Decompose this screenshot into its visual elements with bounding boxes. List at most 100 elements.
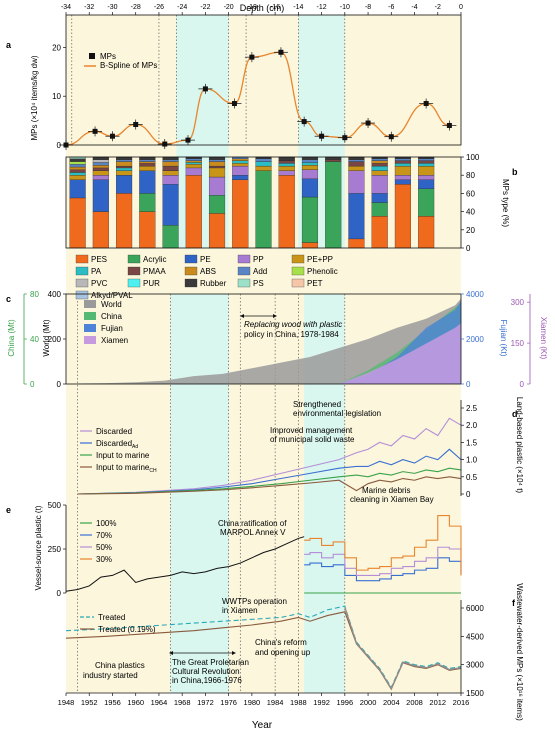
mps-point-3 [133, 122, 139, 128]
bar-6-add [208, 159, 226, 162]
year-tick-label-1980: 1980 [244, 698, 261, 707]
bar-11-rubber [325, 156, 342, 160]
bar-2-pe-pp [116, 170, 133, 176]
bar-1-pp [92, 175, 109, 180]
legend-70-label: 70% [96, 531, 112, 540]
bar-5-abs [185, 160, 202, 163]
legend-label-pur: PUR [143, 279, 160, 288]
year-tick-label-2016: 2016 [453, 698, 470, 707]
panel-a [59, 47, 457, 150]
axis-label-c-y4: Xiamen (Kt) [539, 317, 548, 360]
bar-13-pmaa [371, 163, 388, 167]
legend-swatch-ps [237, 278, 251, 288]
bar-4-pe-pp [162, 170, 179, 176]
mps-point-10 [301, 119, 307, 125]
annotation-marpol-line1: China ratification of [218, 519, 287, 528]
legend-china-swatch [84, 312, 96, 320]
legend-50-label: 50% [96, 543, 112, 552]
legend-100-label: 100% [96, 519, 116, 528]
bar-12-pe [348, 193, 365, 240]
panel-label-c: c [6, 294, 11, 304]
c-world-tick-label-400: 400 [48, 290, 62, 299]
panel-label-b: b [512, 167, 518, 177]
legend-swatch-pur [127, 278, 141, 288]
annotation-debris-line2: cleaning in Xiamen Bay [350, 495, 434, 504]
bar-4-pp [162, 175, 179, 185]
line-vessel-30pct [304, 515, 462, 576]
a-ytick-label-10: 10 [52, 92, 61, 101]
area-world [77, 298, 461, 384]
bar-0-pes [69, 197, 86, 249]
bar-0-pe [69, 179, 86, 199]
panel-label-d: d [512, 409, 518, 419]
bar-1-pmaa [92, 167, 109, 171]
mps-point-16 [446, 122, 452, 128]
bar-15-pmaa [418, 160, 435, 164]
year-tick-label-1996: 1996 [336, 698, 353, 707]
bar-7-pe [232, 175, 249, 180]
mps-point-5 [185, 137, 191, 143]
bar-14-add [394, 158, 411, 161]
bar-12-pp [348, 170, 365, 194]
annotation-wwtp-line2: in Xiamen [222, 606, 258, 615]
bar-0-rubber [69, 158, 86, 162]
year-tick-label-1968: 1968 [174, 698, 191, 707]
year-axis-title: Year [252, 720, 273, 731]
depth-tick-label--16: -16 [270, 4, 280, 11]
panel-label-a: a [6, 40, 12, 50]
depth-tick-label--30: -30 [107, 4, 117, 11]
bar-9-pp [278, 170, 295, 176]
legend-swatch-pmaa [127, 266, 141, 276]
legend-swatch-pe-pp [291, 254, 305, 264]
annotation-gpcr-line2: Cultural Revolution [172, 667, 240, 676]
mps-point-6 [202, 86, 208, 92]
bar-7-pes [232, 179, 249, 249]
legend-xiamen-swatch [84, 336, 96, 344]
bar-14-pes [394, 184, 411, 249]
bar-6-pe-pp [208, 167, 226, 178]
c-world-tick-label-200: 200 [48, 335, 62, 344]
bar-0-pe-pp [69, 175, 86, 180]
f-ytick-label-1500: 1500 [466, 689, 484, 698]
legend-input-ch-label: Input to marineCH [96, 463, 157, 474]
bar-4-pe [162, 184, 179, 226]
depth-tick-label--14: -14 [293, 4, 303, 11]
legend-label-ps: PS [253, 279, 264, 288]
depth-tick-label--34: -34 [61, 4, 71, 11]
axis-label-f-y: Wastewater-derived MPs (×10¹⁶ items) [515, 583, 524, 721]
depth-tick-label--8: -8 [365, 4, 371, 11]
mps-point-11 [319, 133, 325, 139]
bar-13-add [371, 158, 388, 161]
legend-label-pa: PA [91, 267, 102, 276]
bar-7-pp [232, 165, 249, 176]
year-tick-label-1960: 1960 [127, 698, 144, 707]
legend-spline-label: B-Spline of MPs [100, 61, 157, 70]
bar-13-pp [371, 175, 388, 194]
bar-1-pe [92, 179, 109, 212]
bar-3-acrylic [139, 193, 156, 212]
panel-d [77, 417, 462, 495]
bar-12-add [348, 159, 365, 162]
bar-3-abs [139, 161, 156, 164]
bar-1-abs [92, 165, 109, 169]
legend-swatch-alkyd-pval [75, 290, 89, 300]
bar-6-acrylic [208, 195, 226, 214]
bar-4-rubber [162, 156, 179, 160]
year-tick-label-1992: 1992 [313, 698, 330, 707]
f-ytick-label-6000: 6000 [466, 604, 484, 613]
bar-6-pes [208, 213, 226, 249]
line-vessel-70pct [304, 557, 462, 582]
legend-label-add: Add [253, 267, 267, 276]
bar-9-rubber [278, 156, 295, 161]
bar-10-acrylic [301, 196, 319, 243]
annotation-industry-line1: China plastics [95, 661, 145, 670]
axis-label-a-y: MPs (×10⁴ items/kg dw) [30, 55, 39, 140]
bar-1-pvc [92, 159, 109, 163]
bar-5-pe-pp [185, 164, 202, 169]
bar-6-pp [208, 176, 226, 196]
bar-2-abs [116, 161, 133, 167]
axis-label-c-y3: Fujian (Kt) [499, 320, 508, 357]
bar-4-add [162, 159, 179, 162]
bar-3-rubber [139, 156, 156, 160]
